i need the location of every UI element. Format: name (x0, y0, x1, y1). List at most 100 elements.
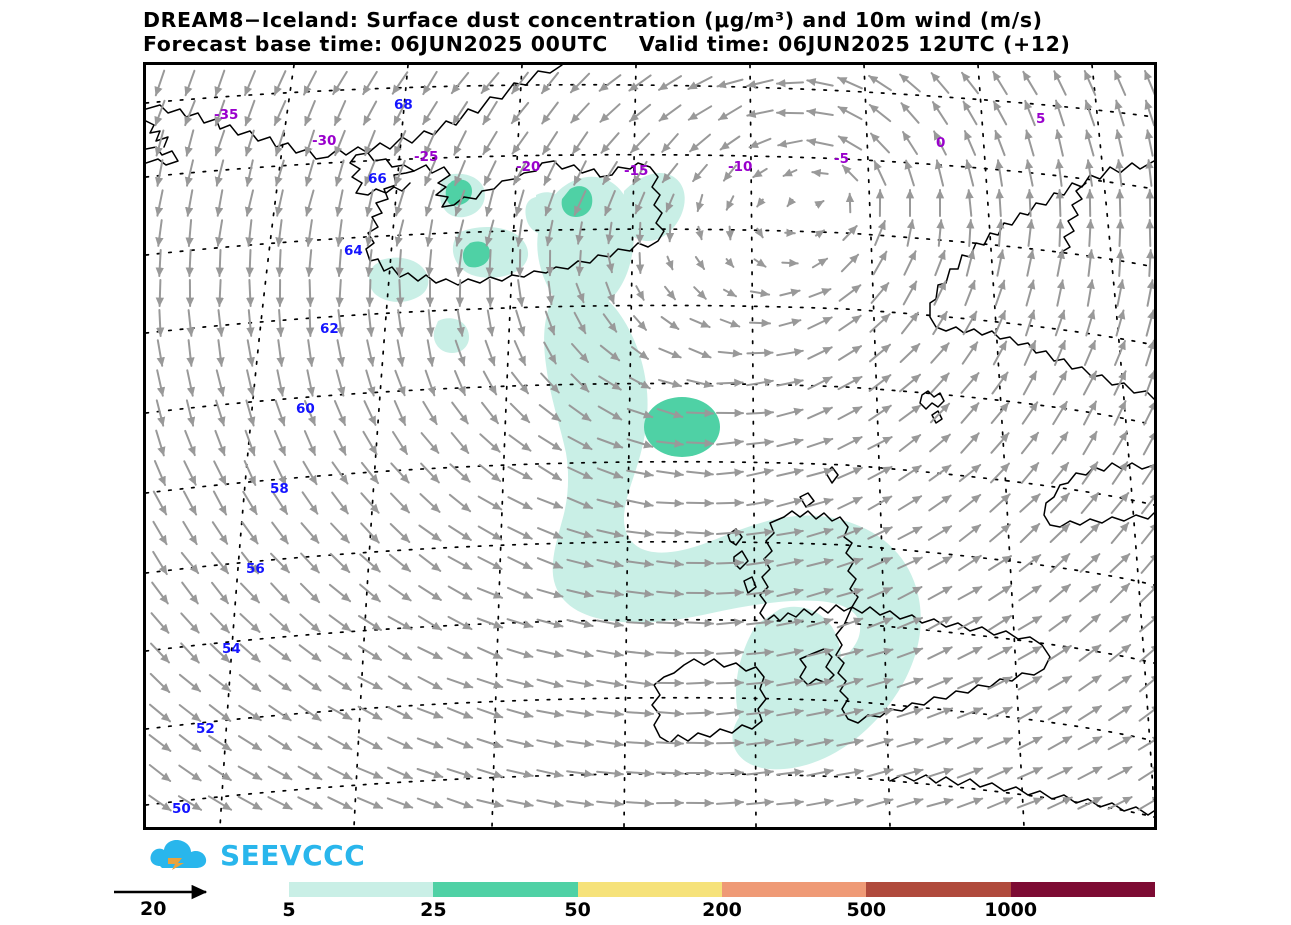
wind-arrow (932, 310, 948, 336)
wind-arrow (536, 678, 564, 689)
wind-arrow (297, 735, 323, 751)
wind-arrow (1025, 309, 1036, 337)
wind-arrow (1056, 249, 1066, 277)
wind-arrow (1024, 129, 1035, 157)
wind-arrow (806, 707, 834, 717)
wind-arrow (566, 769, 594, 778)
wind-arrow (992, 340, 1008, 366)
wind-arrow (387, 615, 413, 631)
wind-arrow (806, 767, 834, 777)
wind-arrow (748, 137, 772, 149)
coastline-faroe-2 (931, 410, 943, 424)
wind-arrow (1025, 189, 1034, 217)
wind-arrow (185, 219, 194, 247)
wind-arrow (511, 371, 529, 395)
wind-arrow (418, 524, 442, 542)
wind-arrow (837, 135, 863, 151)
wind-arrow (686, 498, 714, 508)
wind-arrow (896, 707, 924, 718)
wind-arrow (776, 768, 804, 777)
wind-arrow (207, 795, 233, 811)
wind-arrow (267, 796, 293, 810)
wind-arrow (870, 282, 890, 304)
wind-arrow (716, 438, 744, 447)
wind-arrow (717, 105, 743, 121)
wind-arrow (149, 703, 171, 723)
wind-arrow (806, 437, 834, 449)
wind-arrow (507, 466, 533, 480)
wind-arrow (1079, 522, 1101, 544)
wind-arrow (746, 408, 774, 417)
wind-arrow (571, 343, 589, 363)
wind-arrow (927, 677, 953, 689)
wind-arrow (270, 582, 290, 604)
wind-arrow (1077, 735, 1103, 751)
wind-arrow (299, 582, 321, 604)
wind-arrow (596, 498, 624, 509)
wind-arrow (332, 70, 348, 96)
wind-arrow (897, 526, 923, 540)
forecast-map[interactable]: 68 66 64 62 60 58 56 54 52 50 -35 -30 -2… (143, 62, 1157, 830)
wind-arrow (1115, 159, 1124, 187)
wind-arrow (626, 589, 654, 598)
wind-arrow (927, 585, 953, 601)
wind-arrow (268, 674, 292, 692)
wind-arrow (899, 373, 921, 393)
wind-arrow (1079, 613, 1101, 633)
wind-arrow (454, 370, 466, 396)
wind-arrow (896, 677, 924, 689)
wind-arrow (866, 617, 894, 629)
wind-arrow (153, 460, 167, 486)
wind-arrow (966, 219, 975, 247)
wind-arrow (476, 768, 504, 779)
wind-arrow (334, 159, 345, 187)
wind-arrow (396, 339, 405, 367)
wind-arrow (211, 581, 229, 605)
wind-arrow (987, 646, 1013, 660)
wind-arrow (1026, 249, 1036, 277)
wind-arrow (304, 129, 315, 157)
wind-arrow (486, 309, 495, 337)
wind-arrow (1077, 796, 1103, 810)
wind-arrow (602, 161, 618, 185)
wind-arrow (303, 430, 317, 456)
wind-arrow (837, 76, 863, 90)
wind-arrow (838, 284, 862, 302)
wind-arrow (836, 677, 864, 688)
wind-arrow (541, 131, 559, 155)
wind-arrow (596, 529, 624, 539)
wind-arrow (635, 285, 645, 301)
wind-arrow (965, 249, 976, 277)
wind-arrow (214, 429, 226, 457)
wind-arrow (866, 647, 894, 658)
wind-arrow (806, 737, 834, 747)
wind-arrow (1017, 766, 1043, 780)
wind-arrow (626, 559, 654, 568)
wind-arrow (364, 129, 376, 157)
wind-arrow (600, 132, 620, 154)
wind-arrow (416, 768, 444, 779)
wind-arrow (626, 709, 654, 718)
wind-arrow (244, 99, 256, 127)
wind-arrow (536, 769, 564, 779)
wind-arrow (419, 493, 441, 513)
wind-arrow (447, 646, 473, 660)
wind-arrow (485, 249, 494, 277)
colorbar[interactable] (289, 882, 1155, 897)
wind-arrow (724, 257, 735, 268)
wind-arrow (996, 249, 1006, 277)
wind-arrow (566, 619, 594, 629)
wind-arrow (268, 644, 292, 662)
colorbar-tick-25: 25 (420, 899, 447, 921)
wind-arrow (540, 372, 560, 394)
wind-arrow (1115, 189, 1125, 217)
lon-label-m35: -35 (214, 107, 238, 123)
wind-arrow (746, 467, 774, 477)
wind-arrow (806, 527, 834, 538)
wind-arrow (1050, 492, 1070, 514)
wind-arrow (994, 129, 1006, 157)
wind-arrow (210, 612, 230, 634)
wind-arrow (870, 132, 890, 154)
wind-arrow (185, 249, 194, 277)
lat-label-68: 68 (394, 97, 413, 113)
